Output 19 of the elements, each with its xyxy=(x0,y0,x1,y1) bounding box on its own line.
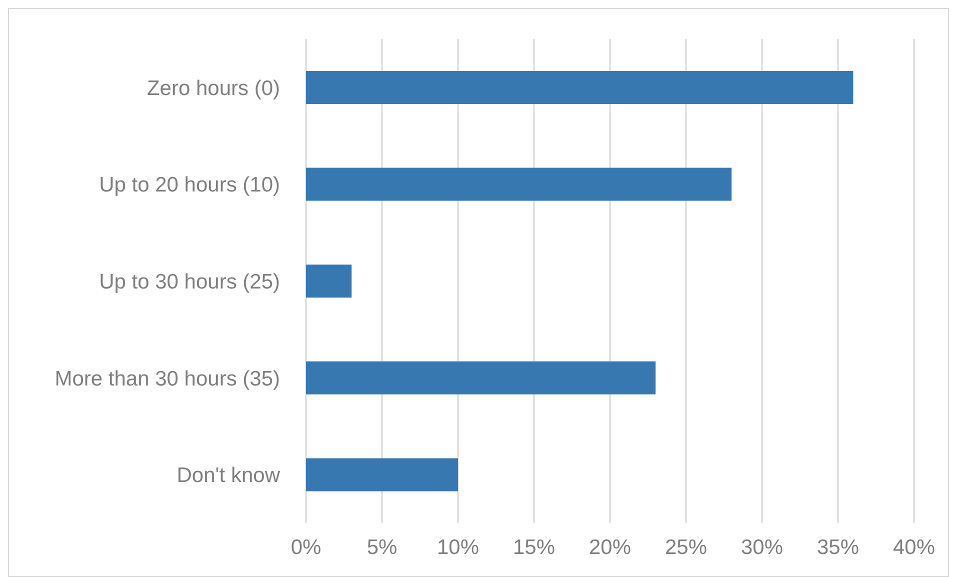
bar xyxy=(306,71,854,104)
y-tick-label: Don't know xyxy=(176,464,281,488)
bar xyxy=(306,458,458,492)
y-tick-label: More than 30 hours (35) xyxy=(54,367,280,390)
y-tick-label: Up to 20 hours (10) xyxy=(99,174,280,197)
x-tick-label: 25% xyxy=(664,536,708,559)
x-tick-label: 10% xyxy=(436,536,480,559)
y-tick-label: Up to 30 hours (25) xyxy=(99,270,280,294)
y-tick-label: Zero hours (0) xyxy=(146,76,280,100)
x-tick-label: 35% xyxy=(816,536,860,559)
x-tick-label: 30% xyxy=(740,536,784,559)
bar xyxy=(306,361,656,394)
x-tick-label: 5% xyxy=(366,536,398,559)
bar xyxy=(306,168,732,201)
x-tick-label: 15% xyxy=(512,536,556,559)
x-tick-label: 20% xyxy=(588,536,632,559)
x-tick-label: 0% xyxy=(290,536,322,559)
bar xyxy=(306,264,352,298)
x-tick-label: 40% xyxy=(892,536,936,559)
